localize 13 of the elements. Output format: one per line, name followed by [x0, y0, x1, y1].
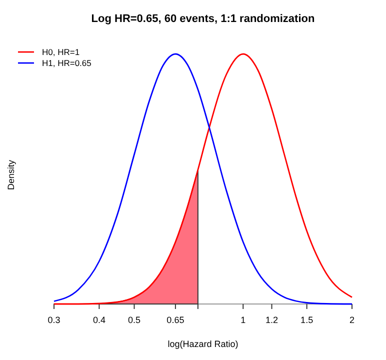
x-axis-title: log(Hazard Ratio) — [168, 339, 238, 349]
x-tick-label: 1 — [240, 314, 246, 325]
x-tick-label: 1.5 — [300, 314, 314, 325]
x-tick-label: 1.2 — [266, 314, 278, 325]
chart-title: Log HR=0.65, 60 events, 1:1 randomization — [91, 13, 315, 25]
legend-label: H1, HR=0.65 — [42, 58, 92, 68]
x-tick-label: 0.5 — [128, 314, 140, 325]
legend-label: H0, HR=1 — [42, 47, 80, 57]
x-tick-label: 0.4 — [92, 314, 106, 325]
x-tick-label: 0.65 — [166, 314, 184, 325]
y-axis-title: Density — [6, 160, 16, 190]
x-tick-label: 2 — [349, 314, 355, 325]
x-tick-label: 0.3 — [48, 314, 60, 325]
